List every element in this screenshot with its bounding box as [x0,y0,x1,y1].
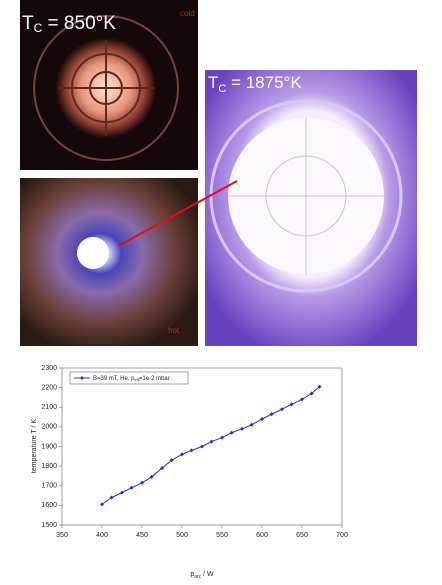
x-tick-label: 600 [256,532,268,539]
x-axis-label: parc / W [190,571,214,580]
marker [120,491,124,495]
marker [200,445,204,449]
y-tick-label: 1700 [41,483,57,490]
x-tick-label: 550 [216,532,228,539]
x-tick-label: 450 [136,532,148,539]
marker [230,431,234,435]
x-tick-label: 500 [176,532,188,539]
x-tick-label: 700 [336,532,348,539]
marker [240,427,244,431]
figure: TC = 850°K cold hot TC = 1875°K parc / W… [0,0,442,585]
photo-cold: TC = 850°K cold [20,0,198,170]
y-tick-label: 1800 [41,463,57,470]
y-tick-label: 2300 [41,365,57,372]
marker [130,486,134,490]
marker [270,412,274,416]
photo-bright: TC = 1875°K [205,70,417,346]
y-axis-label: temperature T / K [31,419,38,474]
series-line [102,387,320,505]
x-tick-label: 350 [56,532,68,539]
chart: parc / W temperature T / K 1500 1600 1700 1… [31,365,348,580]
y-tick-label: 2100 [41,404,57,411]
marker [190,448,194,452]
marker [220,436,224,440]
legend-text: =1e-2 mbar [139,376,170,382]
legend-text: B=39 mT, He, p [93,376,135,382]
y-tick-label: 1600 [41,502,57,509]
tag: hot [168,326,180,335]
y-tick-label: 1900 [41,443,57,450]
tag: cold [180,9,195,18]
marker [260,417,264,421]
marker [210,440,214,444]
photo-hot: hot [20,178,198,346]
y-tick-label: 2000 [41,424,57,431]
marker [280,407,284,411]
y-tick-label: 2200 [41,384,57,391]
x-tick-label: 650 [296,532,308,539]
marker [180,452,184,456]
marker [250,423,254,427]
legend-label: B=39 mT, He, peff=1e-2 mbar [93,376,170,382]
marker [290,402,294,406]
y-tick-label: 1500 [41,522,57,529]
x-tick-label: 400 [96,532,108,539]
